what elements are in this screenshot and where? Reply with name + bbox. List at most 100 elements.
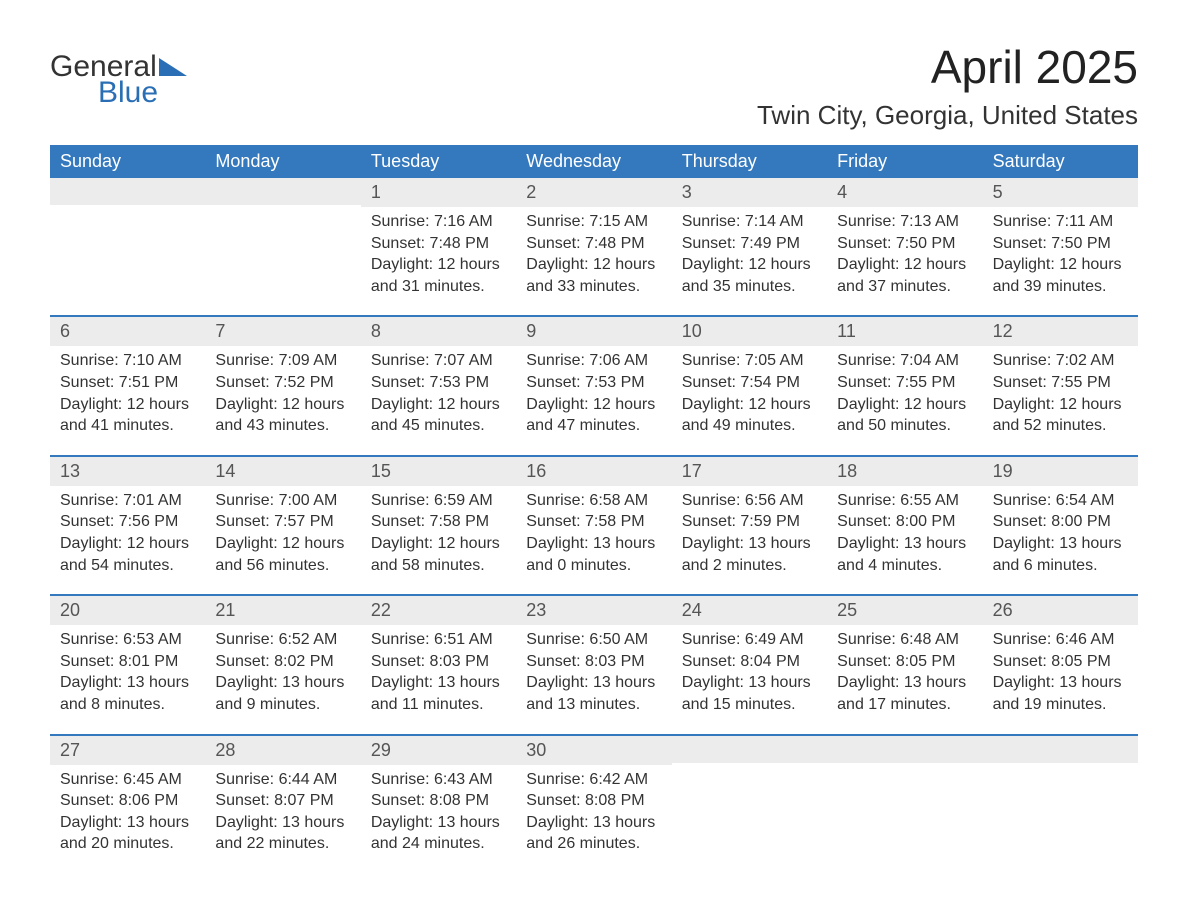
calendar-cell: 30Sunrise: 6:42 AMSunset: 8:08 PMDayligh… <box>516 736 671 873</box>
sunrise-text: Sunrise: 6:56 AM <box>682 490 817 512</box>
sunrise-text: Sunrise: 7:01 AM <box>60 490 195 512</box>
week-row: 13Sunrise: 7:01 AMSunset: 7:56 PMDayligh… <box>50 455 1138 594</box>
sunset-text: Sunset: 7:55 PM <box>837 372 972 394</box>
calendar-cell: 19Sunrise: 6:54 AMSunset: 8:00 PMDayligh… <box>983 457 1138 594</box>
calendar-cell: 15Sunrise: 6:59 AMSunset: 7:58 PMDayligh… <box>361 457 516 594</box>
sunrise-text: Sunrise: 7:10 AM <box>60 350 195 372</box>
calendar-cell: 2Sunrise: 7:15 AMSunset: 7:48 PMDaylight… <box>516 178 671 315</box>
day-number: 26 <box>983 596 1138 625</box>
calendar-cell: 9Sunrise: 7:06 AMSunset: 7:53 PMDaylight… <box>516 317 671 454</box>
sunrise-text: Sunrise: 7:13 AM <box>837 211 972 233</box>
daylight-text: Daylight: 12 hours and 41 minutes. <box>60 394 195 437</box>
day-number <box>672 736 827 763</box>
logo: General Blue <box>50 40 187 110</box>
day-header-row: Sunday Monday Tuesday Wednesday Thursday… <box>50 145 1138 178</box>
weeks-container: 1Sunrise: 7:16 AMSunset: 7:48 PMDaylight… <box>50 178 1138 873</box>
daylight-text: Daylight: 13 hours and 6 minutes. <box>993 533 1128 576</box>
day-number: 29 <box>361 736 516 765</box>
day-details: Sunrise: 6:48 AMSunset: 8:05 PMDaylight:… <box>827 625 982 715</box>
calendar-cell: 25Sunrise: 6:48 AMSunset: 8:05 PMDayligh… <box>827 596 982 733</box>
day-number: 19 <box>983 457 1138 486</box>
sunrise-text: Sunrise: 6:46 AM <box>993 629 1128 651</box>
day-header-fri: Friday <box>827 145 982 178</box>
day-number: 17 <box>672 457 827 486</box>
sunrise-text: Sunrise: 7:14 AM <box>682 211 817 233</box>
sunrise-text: Sunrise: 6:55 AM <box>837 490 972 512</box>
sunset-text: Sunset: 8:03 PM <box>526 651 661 673</box>
sunrise-text: Sunrise: 6:59 AM <box>371 490 506 512</box>
sunset-text: Sunset: 7:59 PM <box>682 511 817 533</box>
week-row: 27Sunrise: 6:45 AMSunset: 8:06 PMDayligh… <box>50 734 1138 873</box>
calendar-cell: 3Sunrise: 7:14 AMSunset: 7:49 PMDaylight… <box>672 178 827 315</box>
sunrise-text: Sunrise: 7:11 AM <box>993 211 1128 233</box>
sunset-text: Sunset: 7:58 PM <box>371 511 506 533</box>
day-header-sun: Sunday <box>50 145 205 178</box>
day-header-sat: Saturday <box>983 145 1138 178</box>
daylight-text: Daylight: 12 hours and 33 minutes. <box>526 254 661 297</box>
calendar-cell: 18Sunrise: 6:55 AMSunset: 8:00 PMDayligh… <box>827 457 982 594</box>
day-number: 4 <box>827 178 982 207</box>
day-number: 30 <box>516 736 671 765</box>
calendar-cell: 4Sunrise: 7:13 AMSunset: 7:50 PMDaylight… <box>827 178 982 315</box>
calendar-cell: 10Sunrise: 7:05 AMSunset: 7:54 PMDayligh… <box>672 317 827 454</box>
sunrise-text: Sunrise: 6:53 AM <box>60 629 195 651</box>
day-header-thu: Thursday <box>672 145 827 178</box>
week-row: 1Sunrise: 7:16 AMSunset: 7:48 PMDaylight… <box>50 178 1138 315</box>
sunset-text: Sunset: 7:48 PM <box>371 233 506 255</box>
day-number: 27 <box>50 736 205 765</box>
sunset-text: Sunset: 7:49 PM <box>682 233 817 255</box>
sunrise-text: Sunrise: 6:49 AM <box>682 629 817 651</box>
calendar-cell: 29Sunrise: 6:43 AMSunset: 8:08 PMDayligh… <box>361 736 516 873</box>
day-details: Sunrise: 6:45 AMSunset: 8:06 PMDaylight:… <box>50 765 205 855</box>
day-number: 21 <box>205 596 360 625</box>
day-number: 22 <box>361 596 516 625</box>
daylight-text: Daylight: 13 hours and 9 minutes. <box>215 672 350 715</box>
day-number: 14 <box>205 457 360 486</box>
sunrise-text: Sunrise: 6:51 AM <box>371 629 506 651</box>
sunset-text: Sunset: 7:58 PM <box>526 511 661 533</box>
day-number: 28 <box>205 736 360 765</box>
day-details: Sunrise: 6:42 AMSunset: 8:08 PMDaylight:… <box>516 765 671 855</box>
day-details: Sunrise: 6:59 AMSunset: 7:58 PMDaylight:… <box>361 486 516 576</box>
calendar-cell: 5Sunrise: 7:11 AMSunset: 7:50 PMDaylight… <box>983 178 1138 315</box>
sunset-text: Sunset: 7:53 PM <box>371 372 506 394</box>
day-details: Sunrise: 6:55 AMSunset: 8:00 PMDaylight:… <box>827 486 982 576</box>
sunrise-text: Sunrise: 6:48 AM <box>837 629 972 651</box>
sunrise-text: Sunrise: 6:50 AM <box>526 629 661 651</box>
sunset-text: Sunset: 8:01 PM <box>60 651 195 673</box>
sunrise-text: Sunrise: 7:04 AM <box>837 350 972 372</box>
day-number: 18 <box>827 457 982 486</box>
calendar-cell: 27Sunrise: 6:45 AMSunset: 8:06 PMDayligh… <box>50 736 205 873</box>
day-number <box>983 736 1138 763</box>
day-number: 7 <box>205 317 360 346</box>
day-details: Sunrise: 7:10 AMSunset: 7:51 PMDaylight:… <box>50 346 205 436</box>
sunset-text: Sunset: 7:57 PM <box>215 511 350 533</box>
calendar-cell: 8Sunrise: 7:07 AMSunset: 7:53 PMDaylight… <box>361 317 516 454</box>
day-details: Sunrise: 7:09 AMSunset: 7:52 PMDaylight:… <box>205 346 360 436</box>
day-details: Sunrise: 6:51 AMSunset: 8:03 PMDaylight:… <box>361 625 516 715</box>
day-details: Sunrise: 7:14 AMSunset: 7:49 PMDaylight:… <box>672 207 827 297</box>
title-block: April 2025 Twin City, Georgia, United St… <box>757 40 1138 141</box>
daylight-text: Daylight: 12 hours and 35 minutes. <box>682 254 817 297</box>
calendar-cell: 6Sunrise: 7:10 AMSunset: 7:51 PMDaylight… <box>50 317 205 454</box>
sunset-text: Sunset: 8:08 PM <box>371 790 506 812</box>
calendar-cell <box>827 736 982 873</box>
day-number: 11 <box>827 317 982 346</box>
daylight-text: Daylight: 12 hours and 54 minutes. <box>60 533 195 576</box>
logo-text-blue: Blue <box>98 76 158 110</box>
sunrise-text: Sunrise: 6:44 AM <box>215 769 350 791</box>
day-header-wed: Wednesday <box>516 145 671 178</box>
day-details: Sunrise: 7:11 AMSunset: 7:50 PMDaylight:… <box>983 207 1138 297</box>
calendar-cell: 13Sunrise: 7:01 AMSunset: 7:56 PMDayligh… <box>50 457 205 594</box>
day-details: Sunrise: 6:54 AMSunset: 8:00 PMDaylight:… <box>983 486 1138 576</box>
day-number: 1 <box>361 178 516 207</box>
sunset-text: Sunset: 7:50 PM <box>837 233 972 255</box>
day-number <box>205 178 360 205</box>
day-details: Sunrise: 6:49 AMSunset: 8:04 PMDaylight:… <box>672 625 827 715</box>
daylight-text: Daylight: 13 hours and 0 minutes. <box>526 533 661 576</box>
day-number: 5 <box>983 178 1138 207</box>
daylight-text: Daylight: 12 hours and 50 minutes. <box>837 394 972 437</box>
calendar-cell: 1Sunrise: 7:16 AMSunset: 7:48 PMDaylight… <box>361 178 516 315</box>
sunrise-text: Sunrise: 7:00 AM <box>215 490 350 512</box>
sunset-text: Sunset: 8:06 PM <box>60 790 195 812</box>
